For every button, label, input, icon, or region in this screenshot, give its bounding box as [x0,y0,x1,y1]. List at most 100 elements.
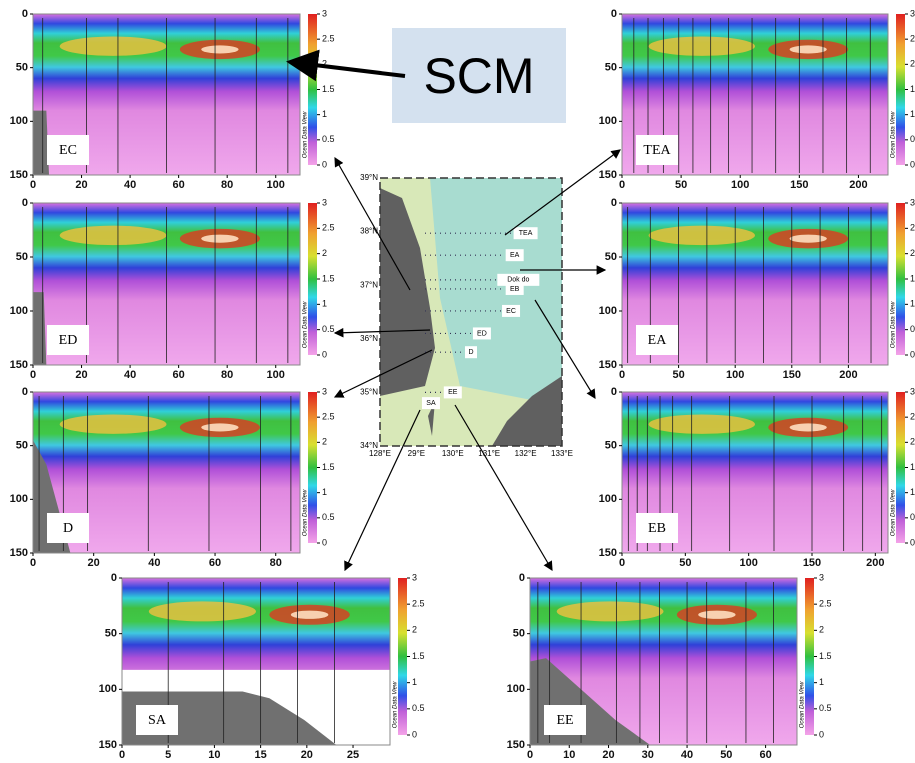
y-tick-label: 0 [22,197,28,209]
y-tick-label: 50 [605,251,617,263]
colorbar-tick-label: 0.5 [910,512,915,522]
station-label: Dok do [507,277,529,284]
x-tick-label: 50 [672,369,684,381]
colorbar [308,392,317,543]
colorbar-tick-label: 1.5 [322,273,335,283]
x-tick-label: 50 [679,557,691,569]
x-tick-label: 100 [739,557,757,569]
colorbar-tick-label: 1.5 [910,84,915,94]
colorbar-tick-label: 1 [322,109,327,119]
colorbar-label: Ocean Data View [891,111,897,158]
x-tick-label: 60 [173,369,185,381]
colorbar-tick-label: 2.5 [322,34,335,44]
colorbar-tick-label: 1 [910,299,915,309]
colorbar-tick-label: 3 [910,8,915,18]
chlorophyll-core [60,37,167,56]
colorbar-tick-label: 2 [910,437,915,447]
lat-label: 38°N [360,227,378,236]
x-tick-label: 0 [119,749,125,758]
section-label: D [63,521,73,536]
y-tick-label: 50 [605,440,617,452]
x-tick-label: 0 [619,557,625,569]
y-tick-label: 150 [10,547,28,559]
colorbar-tick-label: 1 [412,677,417,687]
colorbar-tick-label: 1.5 [322,84,335,94]
colorbar-tick-label: 0 [910,159,915,169]
lon-label: 132°E [515,449,537,458]
colorbar-tick-label: 2 [910,59,915,69]
colorbar-label: Ocean Data View [891,489,897,536]
station-label: EE [448,389,458,396]
colorbar-tick-label: 3 [322,8,327,18]
x-tick-label: 40 [124,369,136,381]
chlorophyll-core [291,611,329,619]
annotation: SCM [423,48,534,104]
x-tick-label: 50 [675,179,687,191]
x-tick-label: 20 [301,749,313,758]
y-tick-label: 50 [105,628,117,640]
colorbar [398,578,407,735]
colorbar-tick-label: 0 [819,729,824,739]
section-label: ED [59,333,78,348]
x-tick-label: 60 [209,557,221,569]
chlorophyll-core [201,45,238,53]
y-tick-label: 50 [16,440,28,452]
x-tick-label: 200 [866,557,884,569]
x-tick-label: 100 [267,369,285,381]
chlorophyll-core [649,226,755,245]
chlorophyll-core [790,45,827,53]
colorbar-tick-label: 0.5 [412,703,425,713]
colorbar-tick-label: 0 [322,537,327,547]
x-tick-label: 5 [165,749,171,758]
station-label: EB [510,286,520,293]
x-tick-label: 150 [783,369,801,381]
colorbar-tick-label: 1 [819,677,824,687]
chlorophyll-core [649,415,755,434]
x-tick-label: 100 [731,179,749,191]
x-tick-label: 100 [267,179,285,191]
colorbar-tick-label: 2.5 [412,599,425,609]
colorbar-tick-label: 2 [819,625,824,635]
x-tick-label: 30 [642,749,654,758]
lat-label: 37°N [360,280,378,289]
station-label: D [468,349,473,356]
colorbar-tick-label: 2 [412,625,417,635]
colorbar-tick-label: 3 [322,386,327,396]
x-tick-label: 10 [208,749,220,758]
colorbar-tick-label: 3 [322,197,327,207]
colorbar-tick-label: 2 [322,248,327,258]
colorbar-tick-label: 0.5 [322,134,335,144]
lon-label: 130°E [442,449,464,458]
y-tick-label: 100 [10,305,28,317]
lon-label: 29°E [408,449,425,458]
seafloor [33,111,49,175]
section-label: TEA [643,143,671,158]
colorbar-tick-label: 1.5 [322,462,335,472]
section-label: EC [59,143,77,158]
x-tick-label: 150 [803,557,821,569]
chlorophyll-core [557,601,664,621]
y-tick-label: 100 [10,115,28,127]
y-tick-label: 0 [611,197,617,209]
station-label: SA [426,400,436,407]
colorbar-tick-label: 2.5 [910,412,915,422]
colorbar-tick-label: 2.5 [322,412,335,422]
section-label: EA [648,333,668,348]
colorbar-tick-label: 0.5 [910,324,915,334]
chlorophyll-core [790,423,827,431]
x-tick-label: 40 [681,749,693,758]
section-label: SA [148,713,167,728]
y-tick-label: 0 [611,386,617,398]
chlorophyll-core [790,235,827,243]
x-tick-label: 10 [563,749,575,758]
section-label: EE [556,713,573,728]
y-tick-label: 0 [22,386,28,398]
y-tick-label: 50 [513,628,525,640]
colorbar [896,392,905,543]
x-tick-label: 200 [849,179,867,191]
colorbar [805,578,814,735]
colorbar-tick-label: 0.5 [322,512,335,522]
x-tick-label: 20 [75,369,87,381]
colorbar-tick-label: 3 [910,197,915,207]
station-label: TEA [519,230,533,237]
